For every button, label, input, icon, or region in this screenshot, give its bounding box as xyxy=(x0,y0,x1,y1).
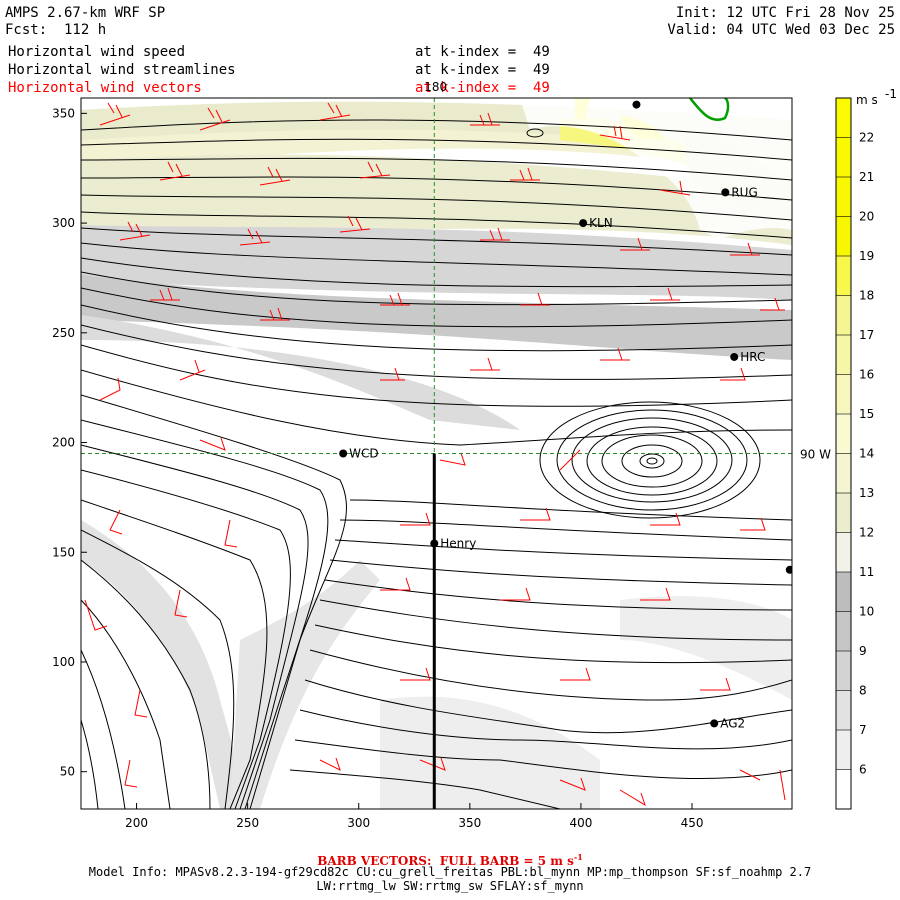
x-tick-label: 450 xyxy=(681,816,704,830)
colorbar-swatch xyxy=(836,769,851,809)
y-tick-label: 50 xyxy=(60,765,75,779)
land-mass xyxy=(520,98,792,240)
colorbar-swatch xyxy=(836,414,851,454)
colorbar-swatch xyxy=(836,532,851,572)
x-tick-label: 200 xyxy=(125,816,148,830)
station-label: Henry xyxy=(440,536,476,550)
colorbar-label: 10 xyxy=(859,605,874,619)
y-tick-label: 100 xyxy=(52,655,75,669)
colorbar-label: 12 xyxy=(859,526,874,540)
colorbar-swatch xyxy=(836,572,851,612)
colorbar-units: m s xyxy=(856,93,878,107)
forecast-hour: Fcst: 112 h xyxy=(5,22,107,38)
valid-time: Valid: 04 UTC Wed 03 Dec 25 xyxy=(667,22,895,38)
barb-legend: BARB VECTORS: FULL BARB = 5 m s-1 xyxy=(0,851,900,868)
x-tick-label: 350 xyxy=(458,816,481,830)
model-title: AMPS 2.67-km WRF SP xyxy=(5,5,166,21)
station-label: AG2 xyxy=(720,716,745,730)
colorbar-swatch xyxy=(836,216,851,256)
x-tick-label: 400 xyxy=(569,816,592,830)
colorbar-swatch xyxy=(836,335,851,375)
wind-barbs xyxy=(84,102,786,807)
colorbar-swatch xyxy=(836,295,851,335)
station-dot xyxy=(785,565,792,574)
station-label: WCD xyxy=(349,447,378,461)
barb-vectors-text: BARB VECTORS: FULL BARB = 5 m s xyxy=(317,854,574,868)
colorbar-swatch xyxy=(836,690,851,730)
field-label-streamlines: Horizontal wind streamlines xyxy=(8,62,236,78)
physics-info: LW:rrtmg_lw SW:rrtmg_sw SFLAY:sf_mynn xyxy=(316,879,584,893)
field-label-wind-speed: Horizontal wind speed xyxy=(8,44,186,60)
colorbar-label: 8 xyxy=(859,684,867,698)
parallel-label: 90 W xyxy=(800,448,831,462)
colorbar-swatch xyxy=(836,137,851,177)
colorbar-swatch xyxy=(836,730,851,770)
y-axis: 50 100 150 200 250 300 350 xyxy=(52,106,87,779)
colorbar-swatch xyxy=(836,611,851,651)
station-dot xyxy=(730,352,739,361)
station-label: RUG xyxy=(731,185,757,199)
station-dot xyxy=(339,449,348,458)
map-panel: KLN RUG HRC WCD Henry AG2 xyxy=(81,98,792,809)
colorbar-swatch xyxy=(836,651,851,691)
colorbar-swatch xyxy=(836,256,851,296)
colorbar-label: 19 xyxy=(859,249,874,263)
y-tick-label: 350 xyxy=(52,106,75,120)
colorbar-label: 20 xyxy=(859,210,874,224)
station-label: KLN xyxy=(589,216,613,230)
colorbar-label: 6 xyxy=(859,763,867,777)
colorbar-swatch xyxy=(836,98,851,138)
x-axis: 200 250 300 350 400 450 xyxy=(125,803,703,830)
meridian-label: 180 xyxy=(424,80,447,94)
init-time: Init: 12 UTC Fri 28 Nov 25 xyxy=(675,5,895,21)
station-dot xyxy=(430,539,439,548)
y-tick-label: 300 xyxy=(52,216,75,230)
colorbar-swatch xyxy=(836,453,851,493)
field-level-streamlines: at k-index = 49 xyxy=(415,62,550,78)
colorbar-label: 13 xyxy=(859,486,874,500)
field-label-wind-vectors: Horizontal wind vectors xyxy=(8,80,202,96)
colorbar-label: 7 xyxy=(859,723,867,737)
station-dot xyxy=(579,219,588,228)
x-tick-label: 250 xyxy=(236,816,259,830)
colorbar-label: 18 xyxy=(859,289,874,303)
colorbar-swatch xyxy=(836,493,851,533)
colorbar-units-exponent: -1 xyxy=(885,87,897,101)
colorbar: 6 7 8 9 10 11 12 13 14 15 16 17 18 19 20 21 22 m s -1 xyxy=(835,87,897,810)
coastline xyxy=(689,98,730,121)
map-frame xyxy=(80,97,793,810)
colorbar-label: 15 xyxy=(859,407,874,421)
colorbar-label: 9 xyxy=(859,644,867,658)
colorbar-label: 14 xyxy=(859,447,874,461)
colorbar-label: 11 xyxy=(859,565,874,579)
barb-units-exponent: -1 xyxy=(573,852,583,862)
colorbar-label: 17 xyxy=(859,328,874,342)
station-markers: KLN RUG HRC WCD Henry AG2 xyxy=(339,100,792,730)
y-tick-label: 200 xyxy=(52,436,75,450)
colorbar-label: 22 xyxy=(859,131,874,145)
colorbar-label: 21 xyxy=(859,170,874,184)
streamlines xyxy=(81,119,792,809)
y-tick-label: 150 xyxy=(52,545,75,559)
station-dot xyxy=(710,719,719,728)
colorbar-swatch xyxy=(836,374,851,414)
field-level-wind-speed: at k-index = 49 xyxy=(415,44,550,60)
station-label: HRC xyxy=(740,350,765,364)
model-info: Model Info: MPASv8.2.3-194-gf29cd82c CU:… xyxy=(88,865,812,879)
station-dot xyxy=(632,100,641,109)
colorbar-swatch xyxy=(836,177,851,217)
x-tick-label: 300 xyxy=(347,816,370,830)
y-tick-label: 250 xyxy=(52,326,75,340)
station-dot xyxy=(721,188,730,197)
field-level-wind-vectors: at k-index = 49 xyxy=(415,80,550,96)
colorbar-label: 16 xyxy=(859,368,874,382)
